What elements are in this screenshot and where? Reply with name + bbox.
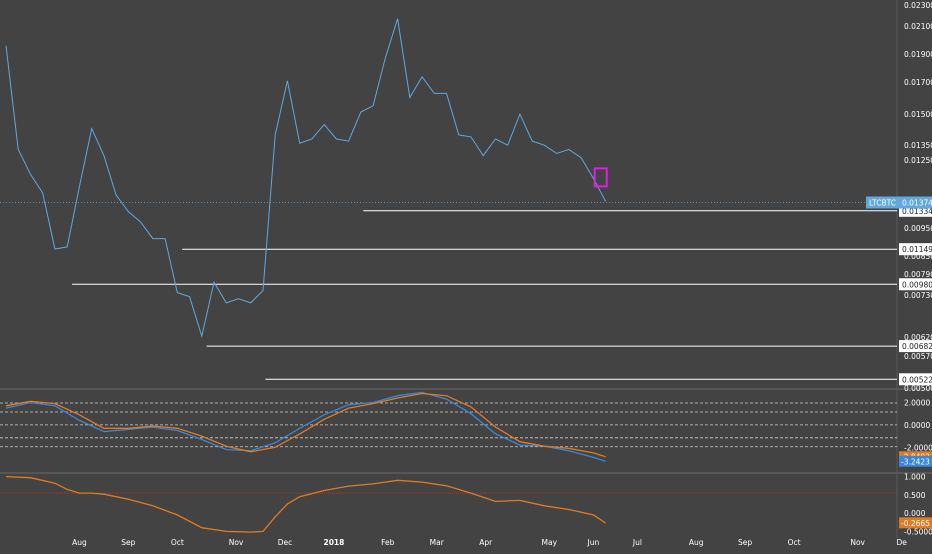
- indicator-tick-label: 0.500: [904, 491, 926, 500]
- indicator-tick-label: -0.5000: [904, 527, 932, 536]
- symbol-label-box: [866, 196, 900, 209]
- x-tick-label: Aug: [689, 538, 704, 547]
- level-label-box: [899, 243, 932, 256]
- level-label: 0.00522: [902, 375, 932, 384]
- oscillator-tick-label: -2.0000: [904, 443, 932, 452]
- x-tick-label: Jun: [587, 538, 600, 547]
- x-tick-label: De: [897, 538, 908, 547]
- oscillator-current-box: [899, 455, 932, 467]
- x-tick-label: 2018: [324, 538, 345, 547]
- indicator-current-label: -0.2665: [901, 519, 930, 528]
- x-tick-label: Sep: [738, 538, 752, 547]
- indicator-current-box: [899, 517, 932, 529]
- x-tick-label: Feb: [381, 538, 395, 547]
- oscillator-series-line: [5, 391, 606, 462]
- x-tick-label: May: [542, 538, 558, 547]
- price-tick-label: 0.00850: [904, 252, 932, 261]
- price-tick-label: 0.00790: [904, 270, 932, 279]
- price-tick-label: 0.01500: [904, 110, 932, 119]
- x-tick-label: Nov: [229, 538, 244, 547]
- marker-box: [593, 167, 608, 188]
- price-tick-label: 0.02300: [904, 1, 932, 10]
- x-tick-label: Dec: [278, 538, 293, 547]
- price-tick-label: 0.00620: [904, 333, 932, 342]
- price-tick-label: 0.01350: [904, 141, 932, 150]
- price-tick-label: 0.00950: [904, 224, 932, 233]
- current-price-label: 0.01374: [902, 199, 932, 208]
- x-tick-label: Apr: [479, 538, 493, 547]
- level-label: 0.01334: [902, 207, 932, 216]
- oscillator-tick-label: 0.0000: [904, 421, 930, 430]
- price-tick-label: 0.00570: [904, 352, 932, 361]
- oscillator-tick-label: 2.0000: [904, 398, 930, 407]
- price-tick-label: 0.01700: [904, 78, 932, 87]
- x-tick-label: Jul: [632, 538, 642, 547]
- oscillator-current-label: -3.2423: [901, 457, 930, 466]
- price-tick-label: 0.02100: [904, 22, 932, 31]
- x-tick-label: Sep: [121, 538, 135, 547]
- level-label-box: [899, 373, 932, 386]
- oscillator-series-line: [5, 392, 606, 458]
- price-tick-label: 0.01900: [904, 50, 932, 59]
- symbol-label: LTCBTC: [869, 199, 896, 208]
- current-price-label-box: [899, 196, 932, 209]
- indicator-tick-label: 0.000: [904, 509, 926, 518]
- price-tick-label: 0.00500: [904, 384, 932, 393]
- indicator-tick-label: 1.000: [904, 473, 926, 482]
- price-series-line: [5, 18, 607, 339]
- level-label-box: [899, 278, 932, 291]
- level-label: 0.00682: [902, 342, 932, 351]
- price-tick-label: 0.01250: [904, 156, 932, 165]
- x-tick-label: Aug: [72, 538, 87, 547]
- level-label: 0.01149: [902, 245, 932, 254]
- x-tick-label: Oct: [171, 538, 184, 547]
- x-tick-label: Oct: [788, 538, 801, 547]
- price-tick-label: 0.00730: [904, 291, 932, 300]
- level-label-box: [899, 340, 932, 353]
- x-tick-label: Mar: [430, 538, 445, 547]
- level-label: 0.00980: [902, 280, 932, 289]
- indicator-series-line: [5, 475, 606, 533]
- x-tick-label: Nov: [850, 538, 865, 547]
